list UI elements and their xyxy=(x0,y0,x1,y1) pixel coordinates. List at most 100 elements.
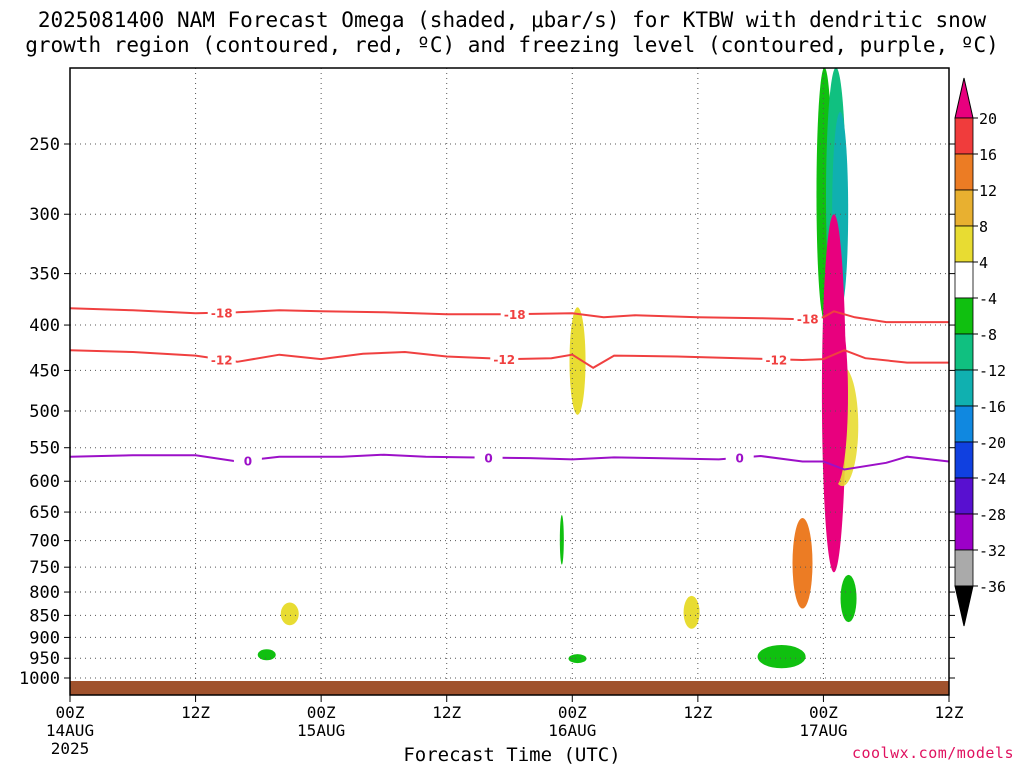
omega-region-3 xyxy=(257,649,276,661)
colorbar-label-1: 16 xyxy=(979,146,997,164)
y-tick-label-250: 250 xyxy=(29,135,60,155)
colorbar-segment-9 xyxy=(954,405,974,443)
omega-region-1 xyxy=(280,602,299,626)
terrain-band xyxy=(70,681,949,695)
omega-region-4 xyxy=(568,654,587,664)
colorbar-label-10: -24 xyxy=(979,470,1006,488)
colorbar-label-12: -32 xyxy=(979,542,1006,560)
contour-line--18 xyxy=(70,307,949,324)
colorbar-segment-12 xyxy=(954,513,974,551)
y-tick-label-900: 900 xyxy=(29,628,60,648)
x-tick-label-7: 12Z xyxy=(935,703,964,722)
y-tick-label-800: 800 xyxy=(29,583,60,603)
contour-label-bg-7 xyxy=(474,449,503,465)
x-date-label-4: 16AUG xyxy=(548,721,596,740)
contour-label-7: 0 xyxy=(484,452,492,466)
colorbar-segment-11 xyxy=(954,477,974,515)
colorbar-label-6: -8 xyxy=(979,326,997,344)
chart-title-line1: 2025081400 NAM Forecast Omega (shaded, μ… xyxy=(37,8,987,32)
contour-label-bg-3 xyxy=(207,351,236,367)
omega-region-2 xyxy=(683,595,700,629)
contour-label-1: -18 xyxy=(504,308,526,322)
x-tick-label-5: 12Z xyxy=(683,703,712,722)
colorbar-label-9: -20 xyxy=(979,434,1006,452)
colorbar-arrow-top xyxy=(954,77,974,119)
omega-region-core xyxy=(823,305,848,486)
colorbar-segment-7 xyxy=(954,333,974,371)
x-year-label-0: 2025 xyxy=(51,739,90,758)
contour-label-bg-2 xyxy=(793,310,822,326)
contour-label-4: -12 xyxy=(493,353,515,367)
colorbar-label-11: -28 xyxy=(979,506,1006,524)
contour-label-8: 0 xyxy=(736,452,744,466)
y-tick-label-750: 750 xyxy=(29,558,60,578)
contour-label-bg-8 xyxy=(725,449,754,465)
y-tick-label-500: 500 xyxy=(29,402,60,422)
chart-title-line2: growth region (contoured, red, ºC) and f… xyxy=(25,33,999,57)
y-tick-label-600: 600 xyxy=(29,472,60,492)
colorbar-segment-13 xyxy=(954,549,974,587)
x-tick-label-6: 00Z xyxy=(809,703,838,722)
colorbar-label-4: 4 xyxy=(979,254,988,272)
colorbar-segment-8 xyxy=(954,369,974,407)
colorbar-segment-6 xyxy=(954,297,974,335)
omega-region-12 xyxy=(792,517,813,609)
y-tick-label-400: 400 xyxy=(29,316,60,336)
contour-label-bg-4 xyxy=(490,350,519,366)
contour-label-bg-0 xyxy=(207,304,236,320)
x-tick-label-0: 00Z xyxy=(56,703,85,722)
colorbar: 20 16 12 8 4 -4 -8 -12 -16 -20 -24 -28 -32 -36 xyxy=(954,77,1006,627)
contour-label-bg-5 xyxy=(762,351,791,367)
contour-label-2: -18 xyxy=(797,313,819,327)
y-tick-label-850: 850 xyxy=(29,606,60,626)
omega-region-5 xyxy=(559,515,564,565)
colorbar-segment-4 xyxy=(954,225,974,263)
contour-line--12 xyxy=(70,349,949,369)
chart-title: 2025081400 NAM Forecast Omega (shaded, μ… xyxy=(0,8,1024,58)
omega-region-6 xyxy=(757,645,806,669)
colorbar-label-3: 8 xyxy=(979,218,988,236)
omega-region-8 xyxy=(840,574,857,623)
y-axis-ticks: 2503003504004505005506006507007508008509… xyxy=(19,135,955,689)
terrain-fill xyxy=(70,681,949,695)
colorbar-segment-2 xyxy=(954,153,974,191)
contour-label-5: -12 xyxy=(765,353,787,367)
contour-label-6: 0 xyxy=(244,454,252,468)
colorbar-label-13: -36 xyxy=(979,578,1006,596)
omega-region-0 xyxy=(569,307,586,415)
temperature-contours: -18 -18 -18 -12 -12 -12 0 0 0 xyxy=(70,304,949,471)
contour-label-bg-6 xyxy=(233,452,262,468)
colorbar-label-8: -16 xyxy=(979,398,1006,416)
colorbar-segment-3 xyxy=(954,189,974,227)
x-tick-label-2: 00Z xyxy=(307,703,336,722)
y-tick-label-450: 450 xyxy=(29,361,60,381)
contour-label-0: -18 xyxy=(211,307,233,321)
omega-shading xyxy=(257,68,859,669)
colorbar-label-2: 12 xyxy=(979,182,997,200)
x-tick-label-4: 00Z xyxy=(558,703,587,722)
contour-label-bg-1 xyxy=(500,306,529,322)
x-date-label-0: 14AUG xyxy=(46,721,94,740)
colorbar-label-0: 20 xyxy=(979,110,997,128)
credit-link[interactable]: coolwx.com/models xyxy=(851,744,1014,762)
colorbar-segment-5 xyxy=(954,261,974,299)
y-tick-label-350: 350 xyxy=(29,265,60,285)
y-tick-label-700: 700 xyxy=(29,532,60,552)
colorbar-arrow-bottom xyxy=(954,585,974,627)
x-axis-label: Forecast Time (UTC) xyxy=(403,744,621,766)
colorbar-label-7: -12 xyxy=(979,362,1006,380)
contour-label-3: -12 xyxy=(211,353,233,367)
x-tick-label-1: 12Z xyxy=(181,703,210,722)
plot-frame xyxy=(69,67,950,696)
y-tick-label-950: 950 xyxy=(29,649,60,669)
y-tick-label-1000: 1000 xyxy=(19,669,60,689)
colorbar-label-5: -4 xyxy=(979,290,997,308)
x-date-label-6: 17AUG xyxy=(799,721,847,740)
y-tick-label-550: 550 xyxy=(29,439,60,459)
x-date-label-2: 15AUG xyxy=(297,721,345,740)
y-tick-label-300: 300 xyxy=(29,205,60,225)
x-tick-label-3: 12Z xyxy=(432,703,461,722)
colorbar-segment-1 xyxy=(954,117,974,155)
